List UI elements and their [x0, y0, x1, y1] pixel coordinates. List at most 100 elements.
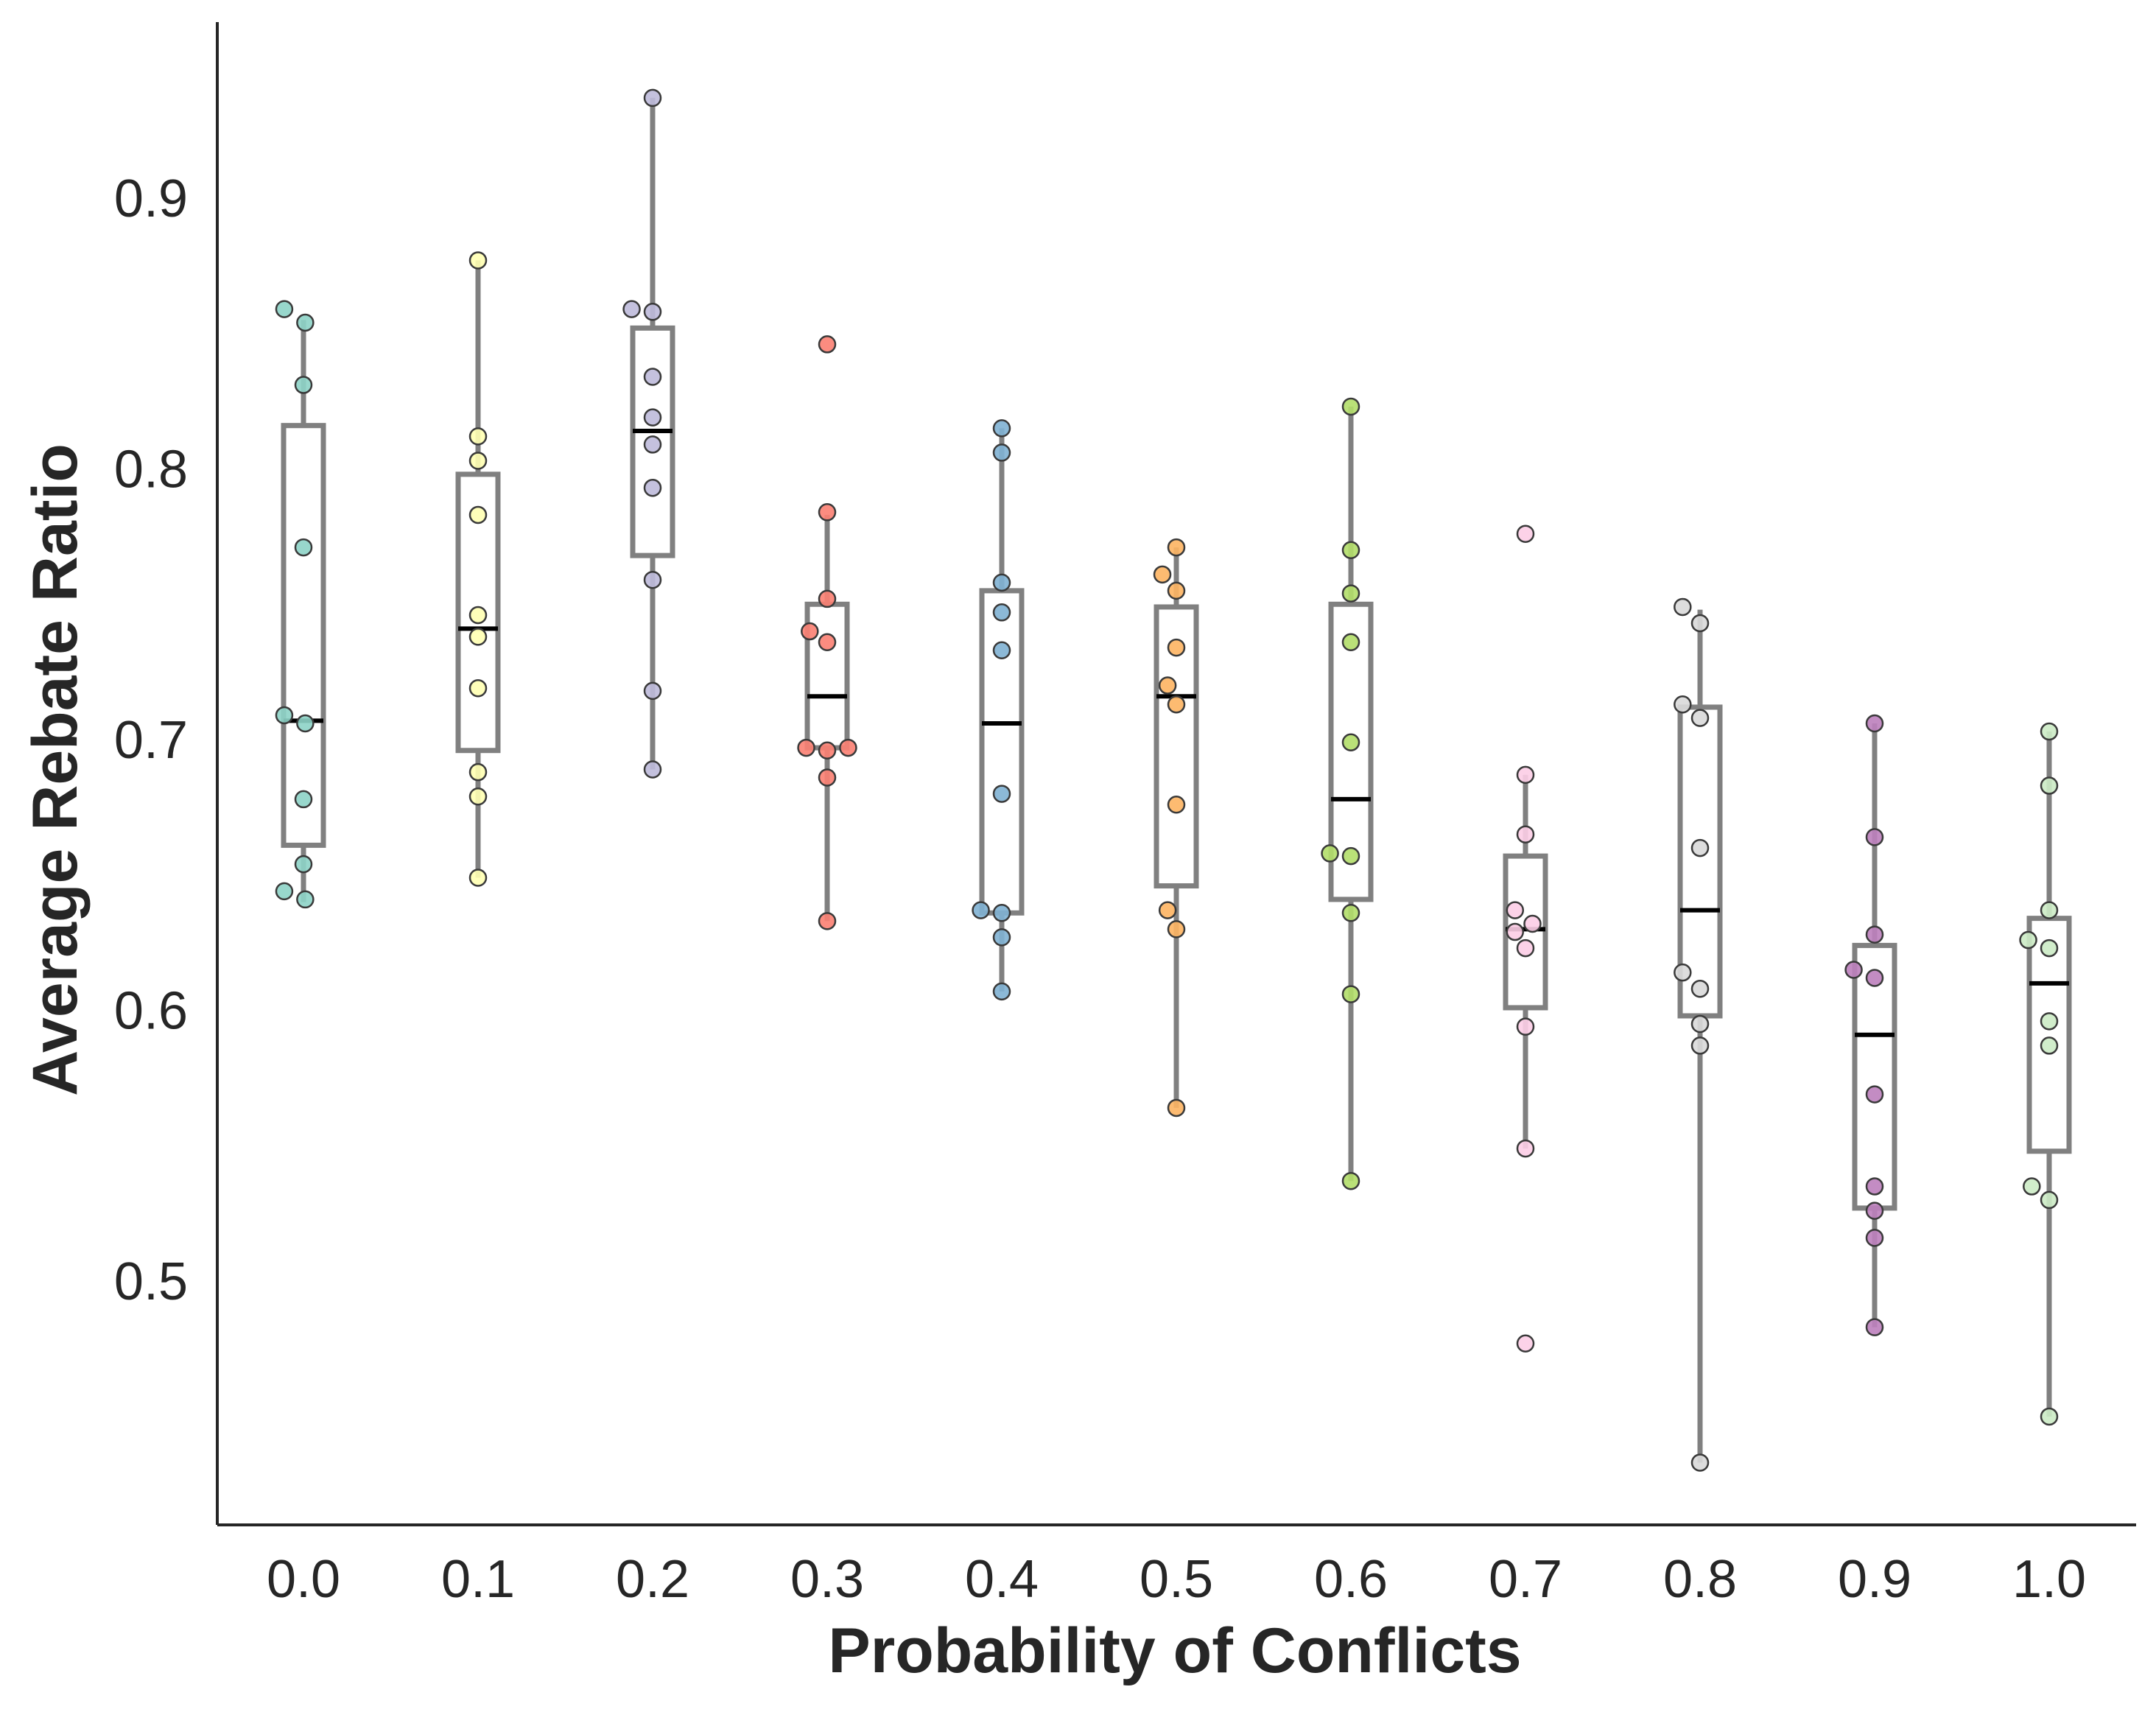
data-point [2040, 1190, 2059, 1210]
x-tick-label: 0.0 [267, 1550, 340, 1609]
data-point [1865, 1177, 1884, 1196]
data-point [839, 738, 857, 757]
data-point [992, 443, 1011, 462]
box-iqr [979, 588, 1025, 916]
data-point [992, 904, 1011, 922]
axes-layer [216, 22, 2136, 1526]
data-point [643, 368, 662, 386]
x-axis-title: Probability of Conflicts [828, 1615, 1521, 1686]
data-point [1341, 846, 1360, 866]
x-tick-label: 1.0 [2012, 1550, 2086, 1609]
data-point [468, 787, 488, 806]
data-point [1341, 541, 1360, 560]
data-point [1341, 584, 1360, 603]
x-tick-label: 0.5 [1140, 1550, 1213, 1609]
data-point [1674, 963, 1692, 982]
data-point [294, 376, 313, 394]
box-group-0.8 [1677, 609, 1723, 1463]
x-tick-label: 0.4 [965, 1550, 1039, 1609]
data-point [818, 335, 837, 354]
points-layer [275, 88, 2059, 1472]
data-point [468, 452, 488, 470]
data-point [643, 303, 662, 321]
box-group-0.1 [455, 260, 501, 878]
data-point [818, 912, 837, 930]
data-point [643, 760, 662, 779]
box-iqr [2026, 916, 2072, 1154]
data-point [2040, 901, 2059, 919]
data-point [643, 408, 662, 427]
x-tick-label: 0.3 [790, 1550, 864, 1609]
data-point [992, 641, 1011, 660]
data-point [818, 741, 837, 760]
data-point [2040, 722, 2059, 741]
box-iqr [1852, 942, 1897, 1211]
data-point [468, 762, 488, 782]
data-point [296, 890, 315, 909]
data-point [1153, 565, 1172, 584]
data-point [818, 589, 837, 608]
data-point [468, 251, 488, 270]
data-point [1516, 1017, 1535, 1036]
data-point [1516, 525, 1535, 543]
y-tick-label: 0.5 [114, 1252, 188, 1311]
data-point [1158, 901, 1177, 919]
data-point [992, 982, 1011, 1001]
x-tick-label: 0.8 [1663, 1550, 1737, 1609]
data-point [2023, 1177, 2041, 1196]
data-point [797, 738, 815, 757]
x-tick-label: 0.1 [441, 1550, 515, 1609]
x-tick-label: 0.7 [1489, 1550, 1562, 1609]
data-point [1516, 1334, 1535, 1353]
data-point [818, 633, 837, 651]
data-point [1865, 1085, 1884, 1104]
data-point [468, 678, 488, 698]
data-point [294, 790, 313, 809]
data-point [296, 714, 315, 733]
data-point [2040, 1407, 2059, 1426]
data-point [296, 313, 315, 332]
box-group-0.0 [281, 320, 326, 902]
data-point [992, 928, 1011, 947]
x-tick-label: 0.2 [616, 1550, 689, 1609]
data-point [468, 427, 488, 446]
box-iqr [281, 423, 326, 848]
data-point [1690, 709, 1710, 727]
data-point [1865, 1318, 1884, 1336]
box-group-0.6 [1328, 406, 1374, 1182]
boxes-layer [281, 97, 2072, 1463]
data-point [643, 570, 662, 589]
box-group-0.5 [1154, 547, 1199, 1108]
data-point [643, 88, 662, 108]
data-point [1167, 638, 1186, 657]
data-point [1690, 1453, 1710, 1472]
y-tick-label: 0.6 [114, 982, 188, 1041]
data-point [1865, 1229, 1884, 1247]
data-point [1167, 581, 1186, 600]
data-point [1865, 828, 1884, 846]
data-point [643, 478, 662, 497]
data-point [468, 869, 488, 887]
data-point [1158, 676, 1177, 695]
data-point [275, 300, 294, 318]
data-point [1341, 397, 1360, 416]
data-point [1167, 920, 1186, 939]
data-point [2040, 939, 2059, 958]
data-point [1516, 765, 1535, 785]
data-point [1516, 939, 1535, 958]
y-tick-label: 0.8 [114, 440, 188, 499]
x-tick-label: 0.6 [1314, 1550, 1388, 1609]
data-point [275, 882, 294, 901]
data-point [1865, 1201, 1884, 1220]
data-point [1506, 922, 1525, 941]
data-point [1674, 695, 1692, 714]
data-point [1167, 796, 1186, 814]
data-point [1690, 979, 1710, 998]
data-point [2040, 1012, 2059, 1031]
data-point [1321, 844, 1339, 863]
data-point [643, 681, 662, 701]
data-point [1865, 714, 1884, 733]
data-point [1523, 914, 1542, 933]
data-point [992, 785, 1011, 803]
